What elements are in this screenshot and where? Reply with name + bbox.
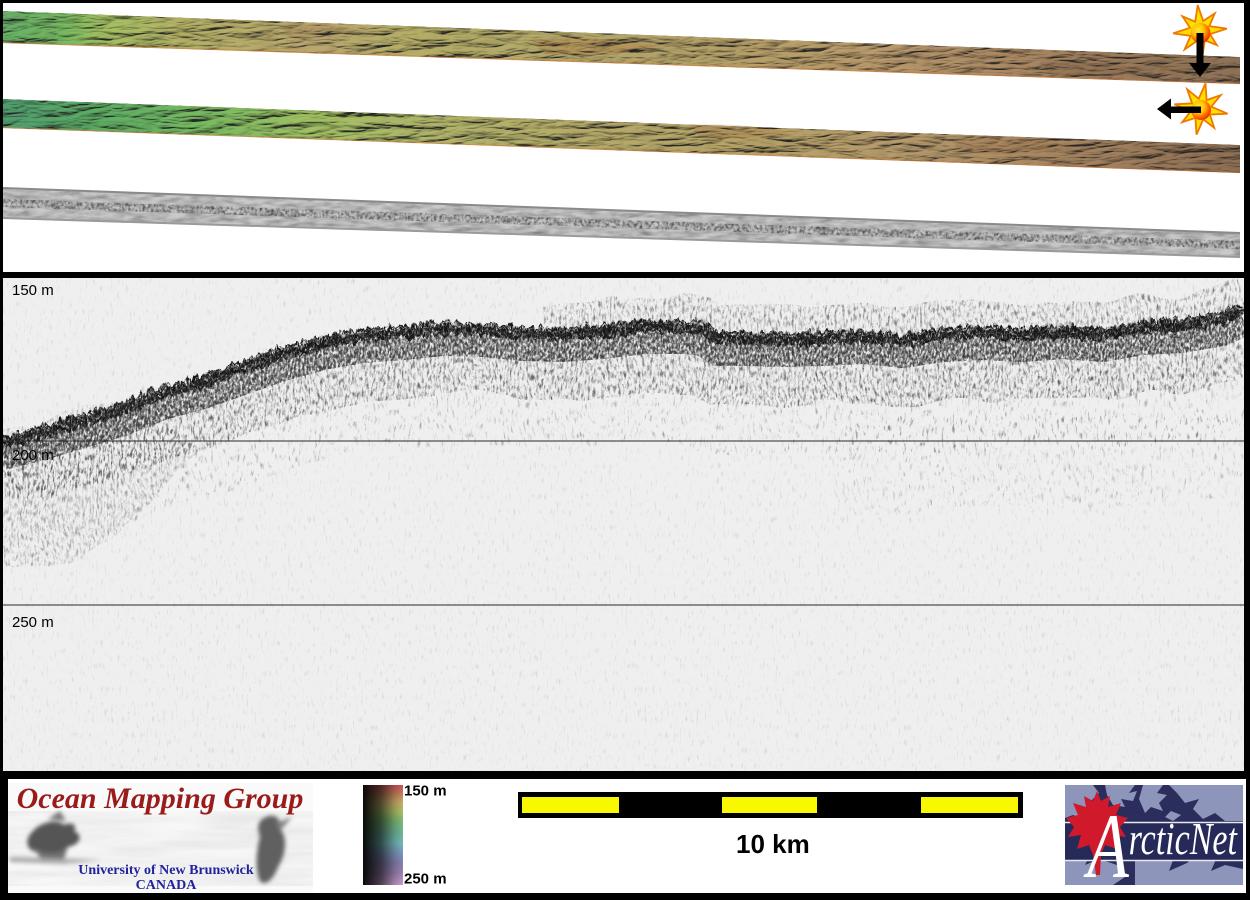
svg-text:10 km: 10 km — [736, 829, 810, 859]
svg-text:rcticNet: rcticNet — [1129, 813, 1239, 864]
svg-text:150 m: 150 m — [404, 784, 447, 800]
svg-text:250 m: 250 m — [404, 871, 447, 888]
svg-text:150 m: 150 m — [12, 282, 54, 299]
svg-text:250 m: 250 m — [12, 614, 54, 631]
svg-text:CANADA: CANADA — [136, 878, 198, 893]
svg-text:Ocean Mapping Group: Ocean Mapping Group — [17, 783, 304, 815]
svg-text:University of New Brunswick: University of New Brunswick — [78, 863, 254, 878]
svg-text:200 m: 200 m — [12, 447, 54, 464]
svg-text:A: A — [1083, 795, 1129, 885]
